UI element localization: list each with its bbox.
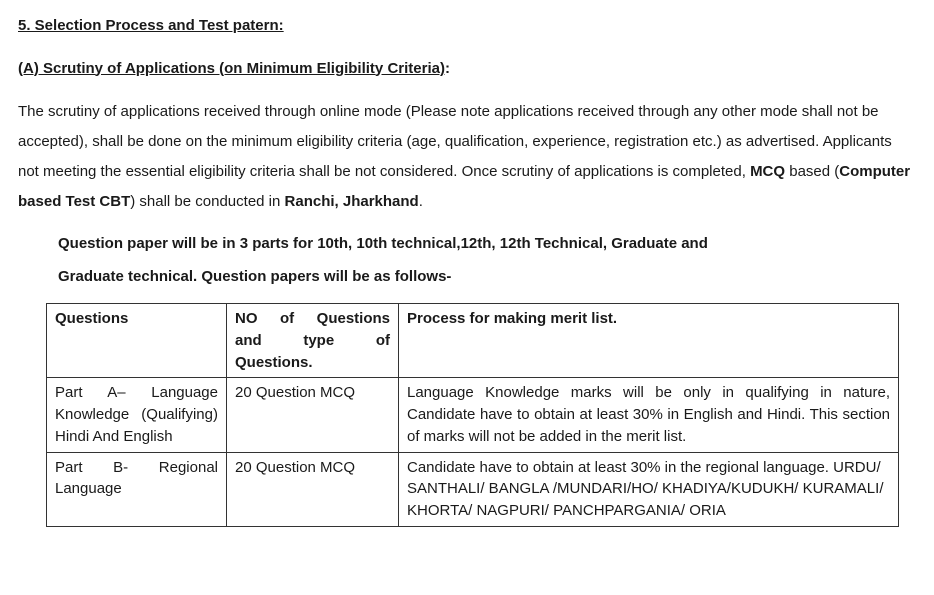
header-questions: Questions [47, 304, 227, 378]
cell-part-b-name: Part B- Regional Language [47, 452, 227, 526]
section-heading: 5. Selection Process and Test patern: [18, 12, 916, 41]
para-mcq: MCQ [750, 163, 785, 180]
subheading-colon: : [445, 60, 450, 77]
scrutiny-paragraph: The scrutiny of applications received th… [18, 97, 916, 217]
question-paper-note: Question paper will be in 3 parts for 10… [58, 227, 916, 293]
para-text-mid2: ) shall be conducted in [130, 193, 284, 210]
cell-part-a-name: Part A– Language Knowledge (Qualifying) … [47, 378, 227, 452]
table-row: Part A– Language Knowledge (Qualifying) … [47, 378, 899, 452]
table-header-row: Questions NO of Questions and type of Qu… [47, 304, 899, 378]
para-text-mid: based ( [785, 163, 839, 180]
table-row: Part B- Regional Language 20 Question MC… [47, 452, 899, 526]
hdr-c2-line2: and type of [235, 330, 390, 352]
test-pattern-table: Questions NO of Questions and type of Qu… [46, 303, 899, 527]
para-tail: . [419, 193, 423, 210]
subsection-heading: (A) Scrutiny of Applications (on Minimum… [18, 55, 916, 84]
header-num-questions: NO of Questions and type of Questions. [227, 304, 399, 378]
hdr-c2-line1: NO of Questions [235, 308, 390, 330]
cell-part-b-process: Candidate have to obtain at least 30% in… [399, 452, 899, 526]
para-location: Ranchi, Jharkhand [285, 193, 419, 210]
cell-part-a-process: Language Knowledge marks will be only in… [399, 378, 899, 452]
cell-part-b-count: 20 Question MCQ [227, 452, 399, 526]
subheading-underlined: (A) Scrutiny of Applications (on Minimum… [18, 60, 445, 77]
hdr-c2-line3: Questions. [235, 352, 390, 374]
qnote-line2: Graduate technical. Question papers will… [58, 260, 916, 293]
qnote-line1: Question paper will be in 3 parts for 10… [58, 227, 916, 260]
cell-part-a-count: 20 Question MCQ [227, 378, 399, 452]
header-process: Process for making merit list. [399, 304, 899, 378]
